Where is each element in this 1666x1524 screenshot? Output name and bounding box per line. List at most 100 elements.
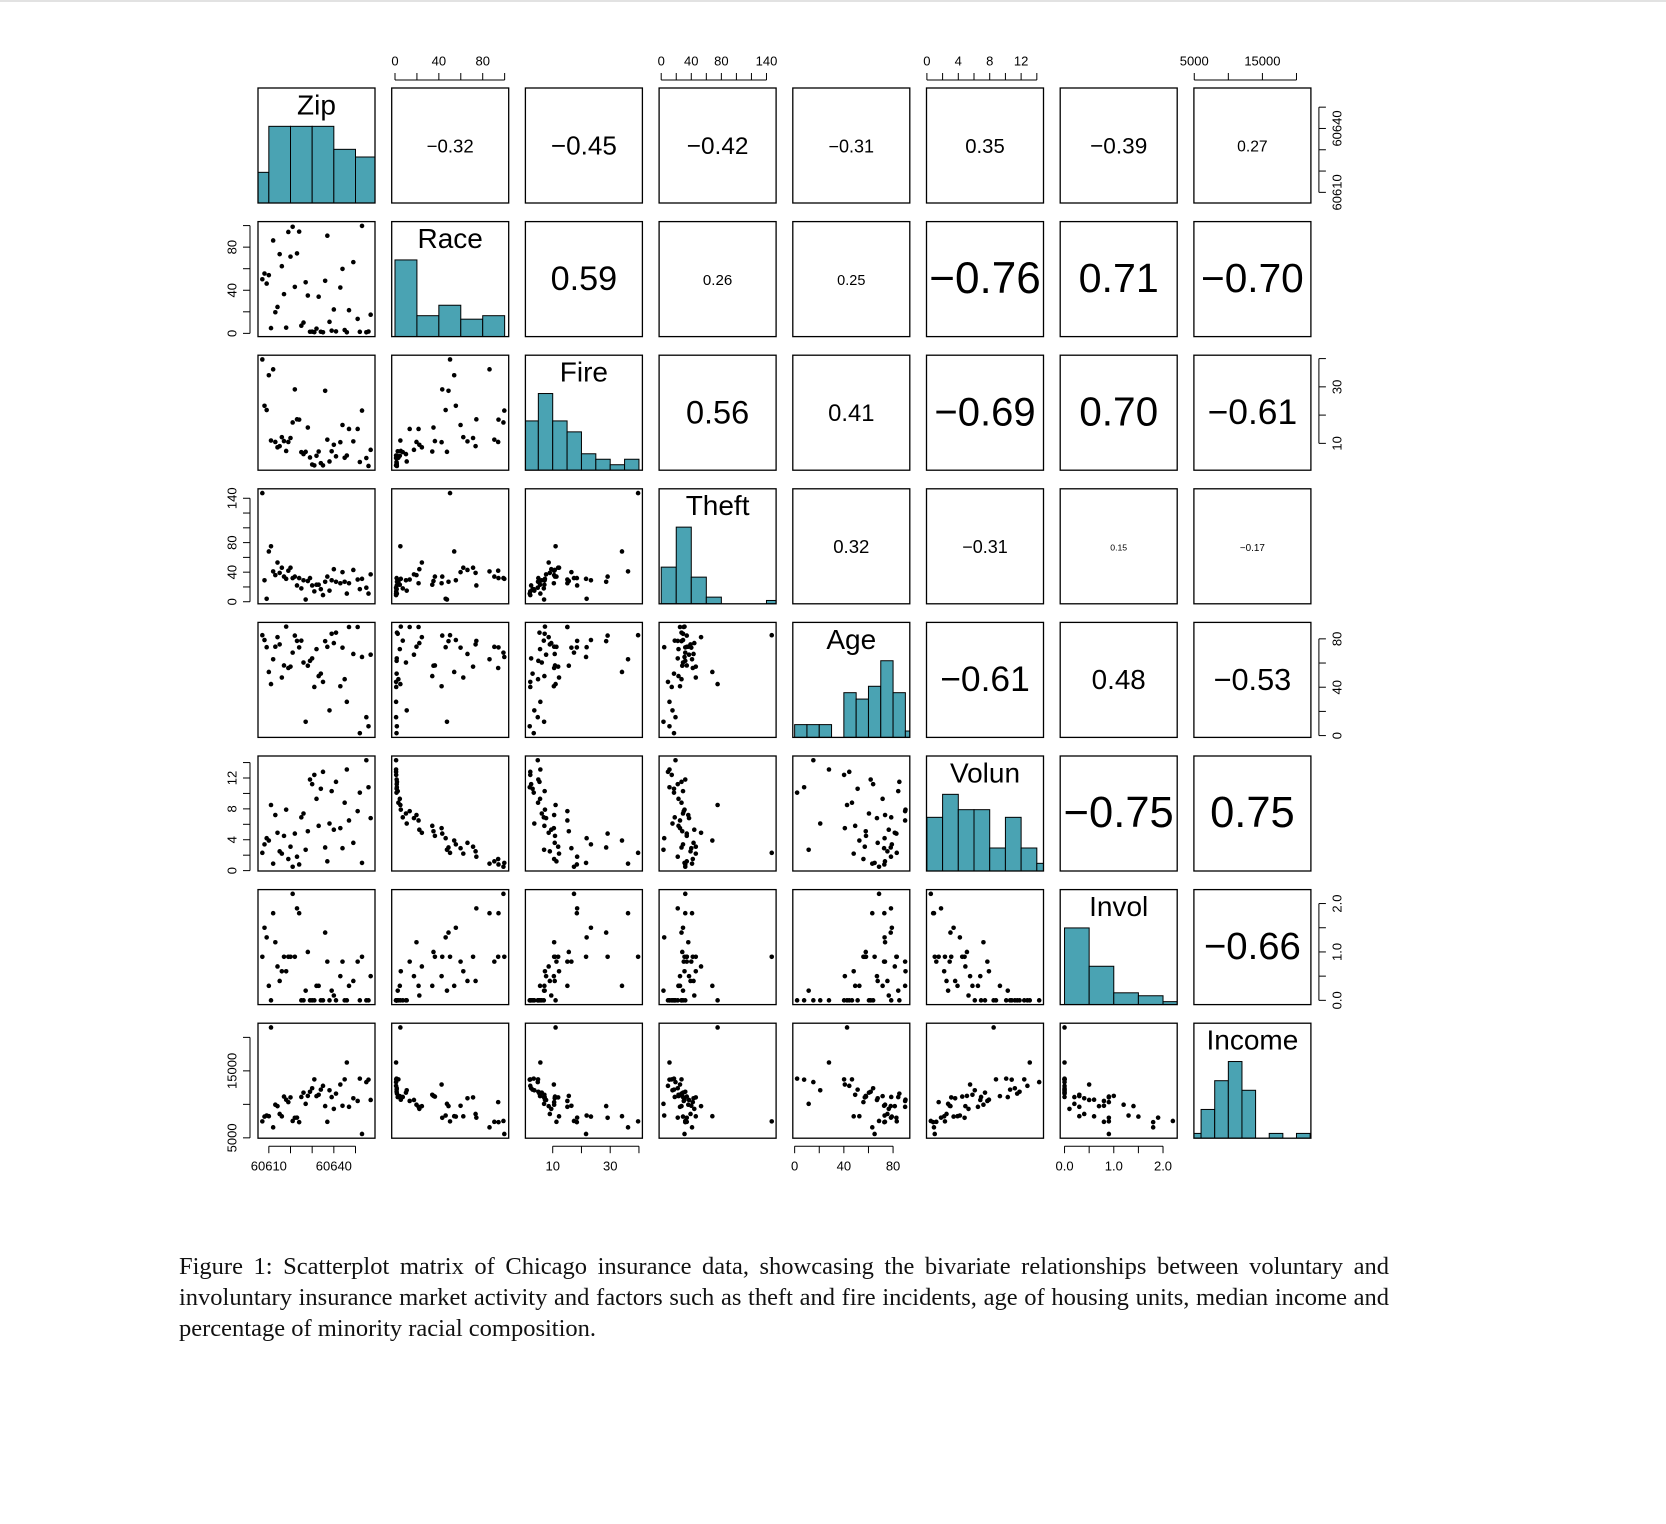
scatter-point: [451, 669, 457, 675]
scatter-point: [394, 790, 399, 795]
correlation-label: −0.39: [1090, 133, 1147, 158]
scatter-point: [393, 463, 399, 468]
correlation-label: −0.31: [829, 136, 875, 156]
panel-frame: [524, 621, 644, 739]
scatter-point: [294, 417, 300, 422]
histogram-bar: [765, 599, 777, 604]
scatter-point: [715, 1025, 720, 1030]
histogram-bar: [675, 526, 692, 604]
scatter-point: [398, 1097, 404, 1103]
scatter-point: [296, 229, 302, 234]
scatter-point: [684, 954, 690, 960]
correlation-label: −0.31: [962, 537, 1008, 557]
histogram-bar: [1113, 992, 1139, 1005]
scatter-point: [266, 669, 272, 675]
histogram-bar: [843, 692, 857, 738]
scatter-point: [677, 818, 683, 823]
scatter-point: [316, 294, 321, 300]
y-tick-label: 1.0: [1329, 943, 1344, 961]
panel-frame: [524, 488, 644, 605]
scatter-point: [487, 861, 492, 866]
scatter-point: [665, 1083, 671, 1089]
scatter-point: [574, 583, 580, 588]
scatter-point: [290, 864, 295, 870]
scatter-point: [532, 1087, 537, 1093]
scatter-point: [364, 998, 369, 1003]
scatter-point: [327, 708, 332, 713]
scatter-point: [404, 708, 410, 713]
scatter-point: [967, 973, 973, 979]
scatter-point: [299, 815, 304, 820]
scatter-point: [948, 954, 954, 960]
scatter-point: [902, 1104, 908, 1110]
scatter-point: [286, 568, 291, 573]
scatter-point: [676, 823, 681, 829]
scatter-point: [686, 1097, 692, 1103]
scatter-point: [288, 435, 293, 441]
scatter-point: [270, 910, 276, 916]
scatter-point: [403, 577, 409, 583]
scatter-point: [993, 998, 999, 1003]
scatter-point: [294, 906, 300, 911]
scatter-point: [473, 642, 478, 647]
scatter-point: [458, 569, 463, 575]
scatter-point: [458, 959, 463, 964]
scatter-point: [451, 372, 457, 378]
scatter-point: [465, 840, 470, 846]
scatter-point: [322, 579, 328, 585]
scatter-point: [978, 1094, 984, 1100]
scatter-point: [811, 998, 816, 1003]
scatter-point: [661, 935, 667, 940]
scatter-point: [309, 1085, 315, 1091]
scatter-point: [346, 983, 352, 989]
histogram-bar: [973, 809, 991, 871]
scatter-point: [688, 1103, 694, 1109]
scatter-point: [279, 969, 285, 974]
scatter-point: [305, 1093, 311, 1099]
scatter-point: [470, 565, 476, 571]
scatter-point: [307, 998, 313, 1003]
panel-frame: [1059, 755, 1178, 872]
scatter-point: [307, 1089, 313, 1095]
scatter-point: [393, 585, 399, 590]
scatter-point: [691, 993, 697, 998]
scatter-point: [487, 1125, 492, 1130]
scatter-point: [325, 859, 330, 864]
scatter-point: [547, 1111, 553, 1117]
scatter-point: [446, 930, 451, 935]
scatter-point: [569, 569, 574, 575]
scatter-point: [684, 1119, 690, 1125]
scatter-point: [439, 574, 445, 579]
scatter-point: [542, 983, 547, 989]
scatter-point: [342, 327, 347, 333]
scatter-point: [681, 808, 687, 814]
scatter-point: [286, 665, 291, 671]
scatter-point: [416, 818, 421, 823]
scatter-point: [325, 437, 330, 442]
scatter-point: [801, 784, 807, 790]
scatter-point: [972, 1087, 978, 1093]
scatter-point: [532, 708, 537, 713]
scatter-point: [290, 420, 295, 425]
scatter-point: [541, 597, 547, 602]
scatter-point: [393, 699, 399, 705]
scatter-point: [554, 1119, 559, 1125]
scatter-point: [1096, 1103, 1102, 1109]
scatter-point: [978, 998, 984, 1003]
scatter-point: [322, 930, 328, 935]
scatter-point: [945, 1101, 951, 1107]
scatter-point: [959, 954, 965, 960]
scatter-point: [501, 864, 506, 870]
scatter-point: [495, 1099, 501, 1105]
scatter-point: [527, 998, 533, 1003]
scatter-point: [542, 582, 547, 588]
scatter-point: [419, 830, 425, 836]
scatter-point: [262, 925, 267, 931]
scatter-point: [264, 596, 269, 602]
scatter-point: [679, 1093, 685, 1099]
x-tick-label: 40: [432, 53, 446, 68]
scatter-point: [849, 1077, 855, 1082]
scatter-point: [686, 815, 692, 821]
scatter-point: [588, 577, 594, 583]
scatter-point: [260, 357, 265, 362]
